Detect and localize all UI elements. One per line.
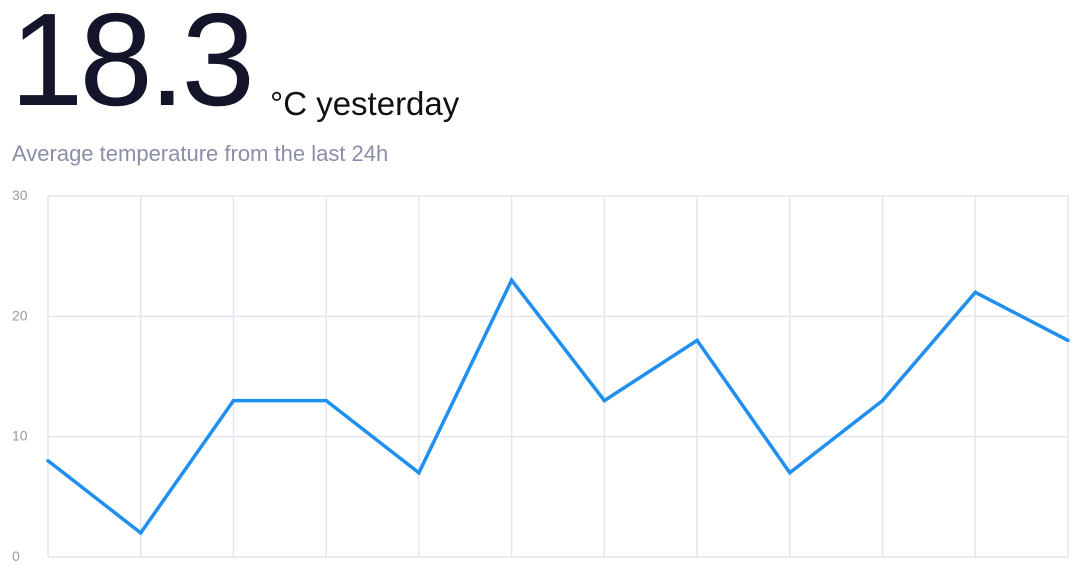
- y-tick-label: 0: [12, 548, 20, 564]
- data-point: [509, 278, 514, 282]
- y-axis-ticks: 0 10 20 30: [12, 187, 28, 564]
- data-point: [1066, 338, 1070, 343]
- data-point: [695, 338, 699, 343]
- y-tick-label: 30: [12, 187, 28, 203]
- temperature-line-chart: 0 10 20 30: [12, 187, 1070, 564]
- unit-label: °C yesterday: [270, 85, 460, 122]
- temperature-value: 18.3: [10, 0, 255, 133]
- data-point: [880, 398, 885, 403]
- data-point: [973, 290, 978, 295]
- series-layer: [46, 276, 1070, 536]
- data-point: [417, 471, 421, 475]
- y-tick-label: 20: [12, 307, 28, 323]
- data-point: [138, 531, 143, 535]
- chart-grid: [47, 195, 1069, 558]
- data-point: [788, 471, 792, 475]
- subtitle: Average temperature from the last 24h: [12, 141, 389, 166]
- data-point: [46, 458, 50, 463]
- data-point: [324, 398, 328, 403]
- temperature-series-line: [46, 276, 1069, 536]
- summary-header: 18.3 °C yesterday: [10, 0, 1070, 130]
- data-point: [602, 398, 607, 403]
- data-point: [231, 398, 236, 403]
- y-tick-label: 10: [12, 428, 28, 444]
